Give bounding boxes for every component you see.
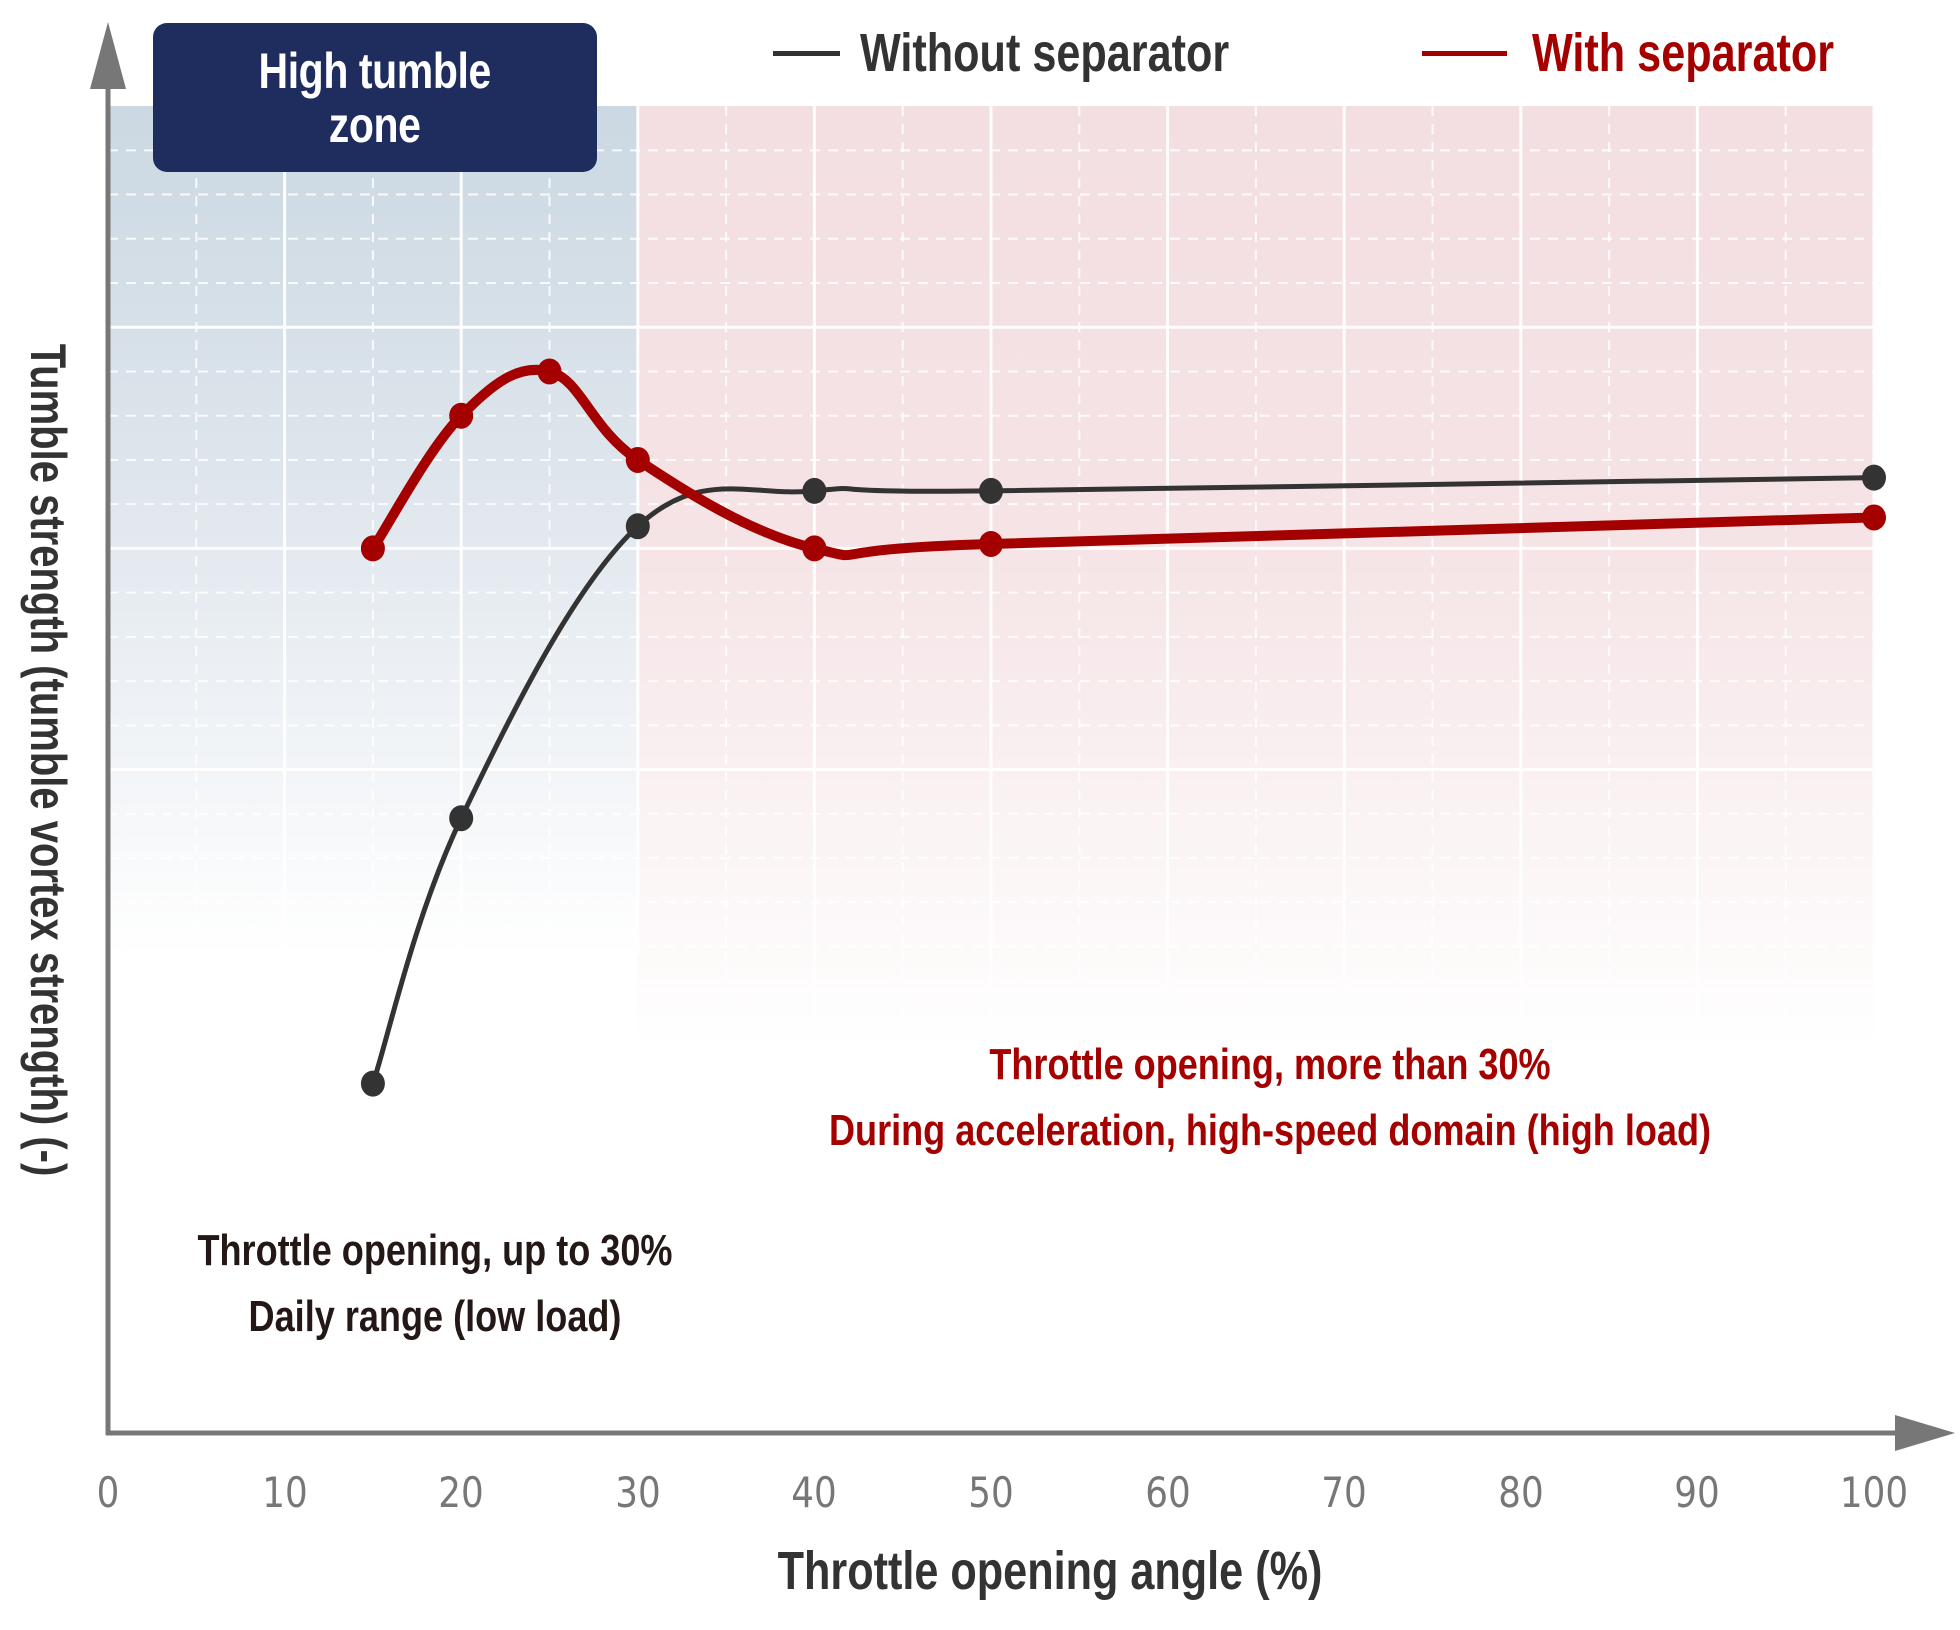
zone-badge-line1: High tumble — [258, 42, 492, 99]
legend-swatch-with — [1422, 50, 1507, 56]
annotation-high-load: Throttle opening, more than 30% During a… — [737, 1032, 1803, 1164]
x-tick-label: 20 — [438, 1468, 484, 1517]
annotation-low-load: Throttle opening, up to 30% Daily range … — [160, 1218, 709, 1350]
data-point-marker — [625, 513, 650, 540]
high-tumble-zone-badge: High tumble zone — [153, 23, 597, 172]
data-point-marker — [802, 535, 827, 562]
x-tick-label: 100 — [1839, 1468, 1909, 1517]
series-without-separator — [360, 464, 1886, 1097]
x-tick-label: 50 — [968, 1468, 1014, 1517]
legend-with-separator: With separator — [1422, 22, 1910, 84]
data-point-marker — [1862, 504, 1886, 531]
x-tick-label: 80 — [1498, 1468, 1544, 1517]
x-tick-label: 0 — [96, 1468, 120, 1517]
zone-badge-line2: zone — [329, 96, 421, 153]
axes — [90, 22, 1955, 1451]
x-tick-label: 30 — [615, 1468, 661, 1517]
y-axis-title-text: Tumble strength (tumble vortex strength)… — [20, 343, 76, 1177]
x-tick-label: 60 — [1144, 1468, 1191, 1517]
legend-without-separator: Without separator — [773, 22, 1322, 84]
data-point-marker — [360, 1070, 385, 1097]
data-point-marker — [537, 358, 562, 385]
x-axis-arrow-icon — [1895, 1415, 1955, 1451]
data-point-marker — [1862, 464, 1886, 491]
data-point-marker — [449, 805, 474, 832]
data-point-marker — [802, 477, 827, 504]
x-tick-label: 70 — [1321, 1468, 1367, 1517]
y-axis-arrow-icon — [90, 22, 126, 89]
annotation-high-line2: During acceleration, high-speed domain (… — [828, 1106, 1712, 1155]
x-axis-title: Throttle opening angle (%) — [777, 1541, 1323, 1601]
series-line — [367, 364, 1879, 561]
annotation-low-line1: Throttle opening, up to 30% — [197, 1226, 673, 1275]
data-point-marker — [625, 446, 650, 473]
data-point-marker — [979, 477, 1003, 504]
x-tick-label: 10 — [261, 1468, 308, 1517]
annotation-high-line1: Throttle opening, more than 30% — [989, 1040, 1551, 1089]
data-point-marker — [360, 535, 385, 562]
data-point-marker — [449, 402, 474, 429]
series-with-separator — [360, 358, 1886, 562]
legend-label-with: With separator — [1532, 23, 1835, 83]
grid-lines — [108, 106, 1876, 1046]
data-series — [360, 358, 1886, 1097]
x-tick-label: 40 — [791, 1468, 838, 1517]
legend-label-without: Without separator — [860, 23, 1230, 83]
legend-swatch-without — [773, 50, 840, 56]
x-tick-label: 90 — [1674, 1468, 1721, 1517]
data-point-marker — [979, 530, 1003, 557]
annotation-low-line2: Daily range (low load) — [248, 1292, 622, 1341]
